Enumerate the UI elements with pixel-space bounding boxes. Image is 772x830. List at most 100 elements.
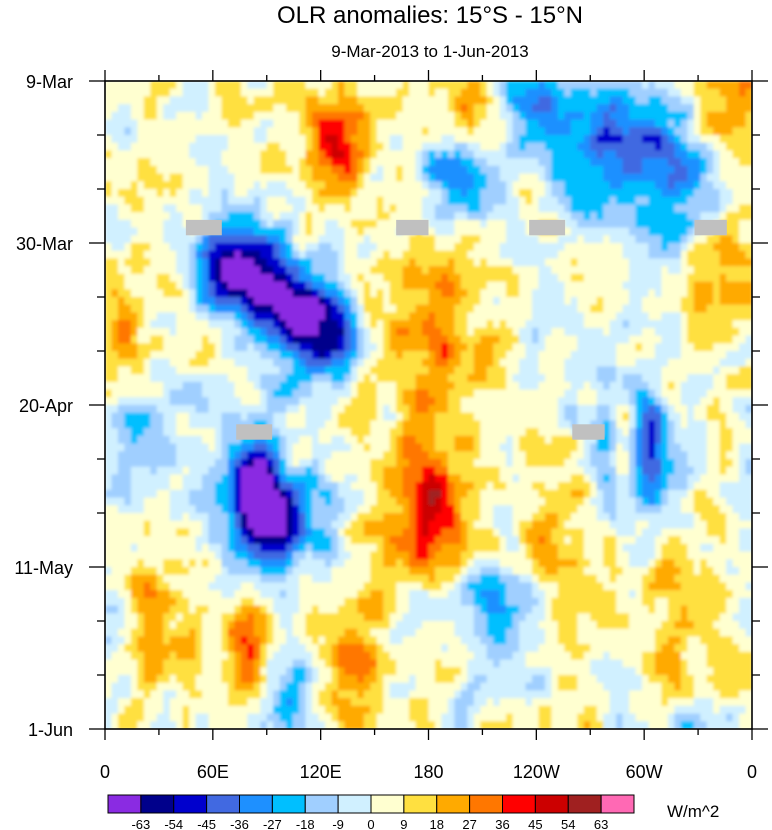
anomaly-cell (227, 111, 235, 121)
anomaly-cell (156, 219, 164, 229)
anomaly-cell (117, 381, 126, 391)
anomaly-cell (227, 435, 235, 445)
anomaly-cell (240, 142, 248, 152)
anomaly-cell (240, 189, 248, 198)
anomaly-cell (189, 381, 197, 391)
anomaly-cell (350, 196, 358, 206)
anomaly-cell (195, 196, 203, 206)
anomaly-cell (357, 312, 365, 321)
anomaly-cell (700, 266, 708, 275)
anomaly-cell (467, 119, 475, 128)
anomaly-cell (713, 320, 721, 329)
anomaly-cell (208, 374, 216, 383)
anomaly-cell (266, 135, 274, 144)
anomaly-cell (745, 119, 752, 128)
anomaly-cell (409, 165, 417, 175)
anomaly-cell (292, 397, 300, 406)
anomaly-cell (506, 405, 514, 414)
anomaly-cell (680, 304, 688, 314)
anomaly-cell (318, 358, 326, 368)
anomaly-cell (363, 150, 371, 159)
anomaly-cell (130, 212, 138, 221)
anomaly-cell (124, 389, 132, 398)
anomaly-cell (519, 104, 527, 113)
anomaly-cell (577, 281, 585, 290)
anomaly-cell (324, 173, 333, 182)
anomaly-cell (214, 327, 223, 337)
anomaly-cell (176, 366, 184, 375)
anomaly-cell (156, 173, 164, 182)
anomaly-cell (337, 189, 345, 198)
anomaly-cell (680, 111, 688, 121)
anomaly-cell (583, 366, 591, 375)
anomaly-cell (344, 250, 352, 260)
anomaly-cell (279, 181, 287, 190)
anomaly-cell (467, 235, 475, 244)
anomaly-cell (622, 281, 630, 290)
anomaly-cell (176, 142, 184, 152)
anomaly-cell (422, 173, 430, 182)
anomaly-cell (726, 389, 734, 398)
anomaly-cell (422, 189, 430, 198)
anomaly-cell (654, 297, 663, 306)
anomaly-cell (706, 320, 714, 329)
anomaly-cell (693, 281, 701, 290)
anomaly-cell (635, 119, 643, 128)
anomaly-cell (266, 389, 274, 398)
anomaly-cell (143, 381, 151, 391)
anomaly-cell (350, 181, 358, 190)
anomaly-cell (525, 104, 533, 113)
anomaly-cell (596, 351, 604, 360)
anomaly-cell (551, 142, 559, 152)
anomaly-cell (260, 312, 268, 321)
anomaly-cell (583, 289, 591, 298)
anomaly-cell (486, 420, 494, 429)
anomaly-cell (409, 374, 417, 383)
anomaly-cell (564, 111, 572, 121)
anomaly-cell (357, 111, 365, 121)
anomaly-cell (642, 297, 650, 306)
anomaly-cell (642, 219, 650, 229)
anomaly-cell (648, 104, 656, 113)
anomaly-cell (143, 250, 151, 260)
anomaly-cell (273, 158, 281, 167)
anomaly-cell (117, 312, 126, 321)
anomaly-cell (389, 297, 397, 306)
anomaly-cell (396, 96, 404, 105)
anomaly-cell (687, 420, 695, 429)
anomaly-cell (299, 343, 307, 352)
anomaly-cell (609, 327, 617, 337)
anomaly-cell (719, 420, 727, 429)
anomaly-cell (590, 281, 598, 290)
anomaly-cell (460, 204, 468, 213)
anomaly-cell (700, 150, 708, 159)
anomaly-cell (480, 327, 488, 337)
anomaly-cell (324, 374, 333, 383)
anomaly-cell (460, 119, 468, 128)
anomaly-cell (642, 289, 650, 298)
anomaly-cell (570, 81, 578, 90)
anomaly-cell (150, 181, 158, 190)
anomaly-cell (324, 358, 333, 368)
anomaly-cell (163, 381, 171, 391)
anomaly-cell (570, 320, 578, 329)
anomaly-cell (680, 327, 688, 337)
anomaly-cell (402, 428, 410, 437)
anomaly-cell (551, 312, 559, 321)
anomaly-cell (117, 165, 126, 175)
anomaly-cell (422, 443, 430, 452)
anomaly-cell (616, 320, 624, 329)
anomaly-cell (570, 235, 578, 244)
anomaly-cell (299, 127, 307, 136)
anomaly-cell (137, 443, 145, 452)
anomaly-cell (467, 173, 475, 182)
anomaly-cell (286, 150, 294, 159)
anomaly-cell (745, 181, 752, 190)
anomaly-cell (544, 420, 553, 429)
anomaly-cell (156, 243, 164, 252)
anomaly-cell (473, 297, 481, 306)
anomaly-cell (163, 343, 171, 352)
anomaly-cell (577, 358, 585, 368)
anomaly-cell (519, 142, 527, 152)
anomaly-cell (473, 459, 481, 468)
